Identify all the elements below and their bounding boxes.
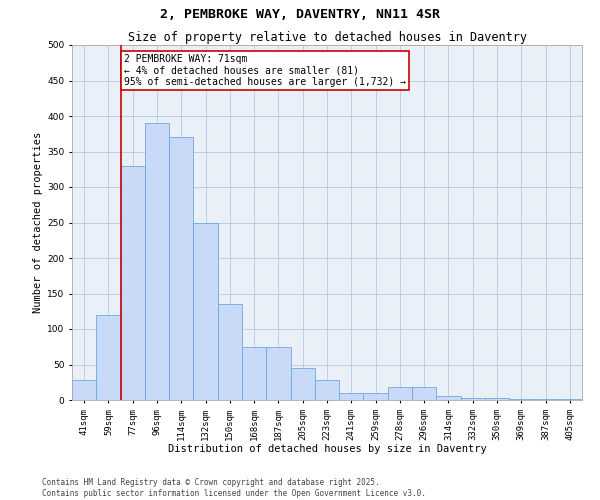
Bar [315,380,339,400]
Bar [290,368,315,400]
Bar [145,123,169,400]
Bar [388,387,412,400]
Bar [485,398,509,400]
Text: 2 PEMBROKE WAY: 71sqm
← 4% of detached houses are smaller (81)
95% of semi-detac: 2 PEMBROKE WAY: 71sqm ← 4% of detached h… [124,54,406,86]
Bar [364,393,388,400]
Bar [169,138,193,400]
Y-axis label: Number of detached properties: Number of detached properties [33,132,43,313]
Title: Size of property relative to detached houses in Daventry: Size of property relative to detached ho… [128,31,527,44]
Bar [412,387,436,400]
Bar [72,380,96,400]
Bar [121,166,145,400]
Bar [96,315,121,400]
X-axis label: Distribution of detached houses by size in Daventry: Distribution of detached houses by size … [167,444,487,454]
Text: Contains HM Land Registry data © Crown copyright and database right 2025.
Contai: Contains HM Land Registry data © Crown c… [42,478,426,498]
Bar [266,347,290,400]
Bar [218,304,242,400]
Bar [339,393,364,400]
Text: 2, PEMBROKE WAY, DAVENTRY, NN11 4SR: 2, PEMBROKE WAY, DAVENTRY, NN11 4SR [160,8,440,20]
Bar [461,398,485,400]
Bar [436,396,461,400]
Bar [193,222,218,400]
Bar [242,347,266,400]
